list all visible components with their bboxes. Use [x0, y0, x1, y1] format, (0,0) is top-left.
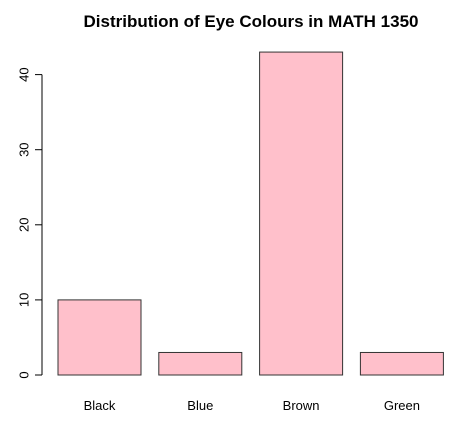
bar-black — [57, 299, 142, 376]
y-tick-label: 0 — [17, 371, 32, 378]
y-axis: 0 10 20 30 40 — [17, 67, 43, 379]
x-tick-label: Black — [84, 398, 116, 413]
y-tick-label: 40 — [17, 67, 32, 81]
y-tick-label: 10 — [17, 293, 32, 307]
chart-title: Distribution of Eye Colours in MATH 1350 — [84, 12, 419, 31]
bar-blue — [158, 351, 243, 376]
x-axis-labels: Black Blue Brown Green — [84, 398, 420, 413]
bar-green — [359, 351, 444, 376]
y-tick-label: 20 — [17, 218, 32, 232]
bars-group — [57, 51, 444, 376]
x-tick-label: Blue — [187, 398, 213, 413]
y-tick-label: 30 — [17, 142, 32, 156]
x-tick-label: Brown — [283, 398, 320, 413]
x-tick-label: Green — [384, 398, 420, 413]
bar-brown — [259, 51, 344, 376]
